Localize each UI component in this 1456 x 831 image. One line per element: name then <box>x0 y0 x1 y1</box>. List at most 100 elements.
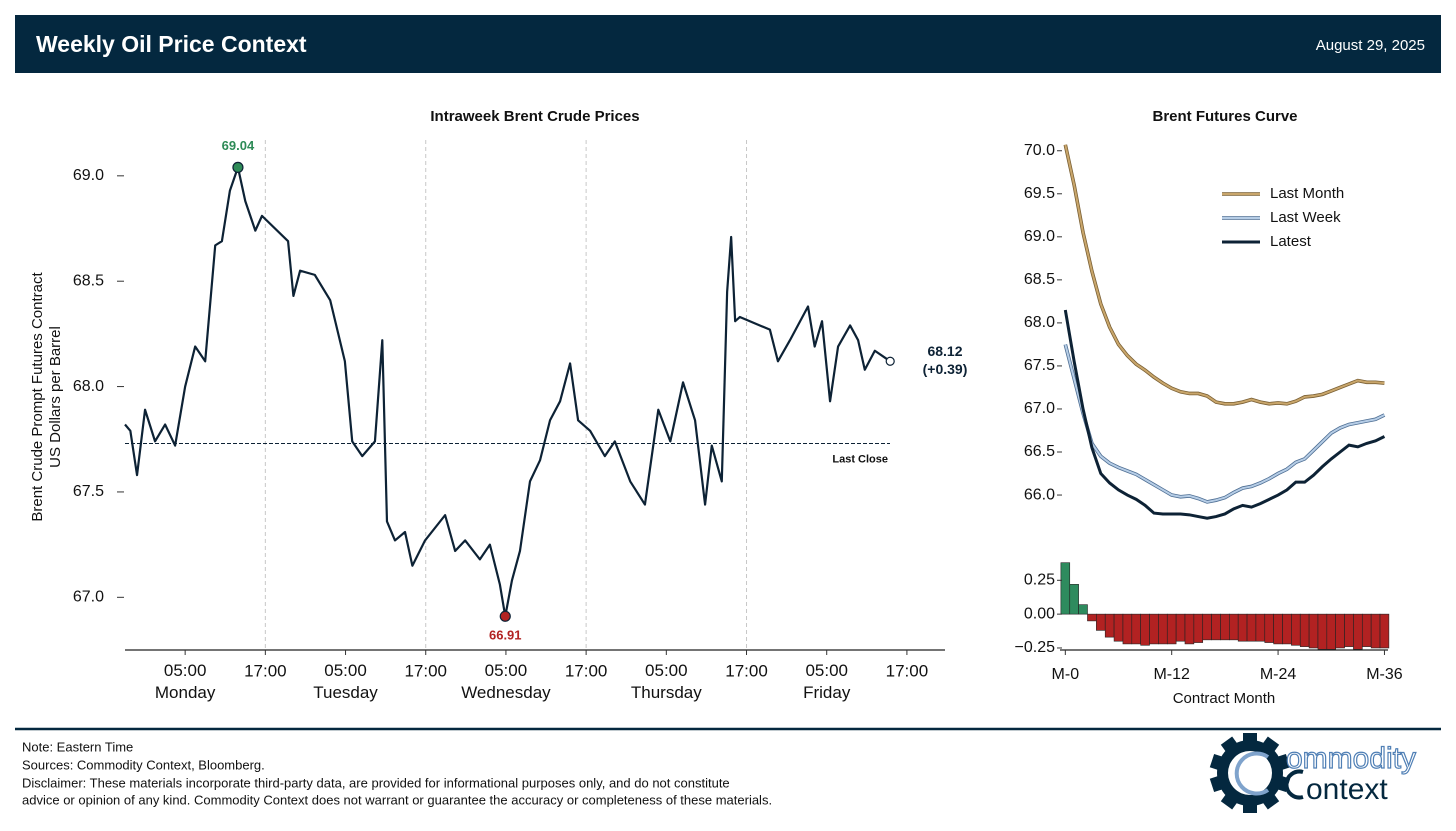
bar <box>1069 584 1079 615</box>
bar <box>1335 613 1345 649</box>
bar <box>1255 613 1266 642</box>
logo-text: ontext <box>1306 773 1388 806</box>
page-title: Weekly Oil Price Context <box>36 31 307 57</box>
annotation-point <box>499 610 511 622</box>
y-tick-label: 66.0 <box>1024 486 1055 503</box>
annotation-label: 66.91 <box>489 628 522 643</box>
bar <box>1122 613 1133 645</box>
y-tick-label: −0.25 <box>1015 639 1056 656</box>
y-tick-label: 67.0 <box>1024 400 1055 417</box>
x-tick-label: 05:00 Monday <box>155 661 216 702</box>
x-tick-label: 17:00 <box>886 661 929 680</box>
y-tick-label: 67.5 <box>73 483 104 500</box>
bar <box>1078 604 1088 615</box>
legend-label: Latest <box>1270 233 1312 250</box>
reference-label: Last Close <box>832 453 888 465</box>
curve-edge <box>1063 343 1386 504</box>
legend-label: Last Week <box>1270 209 1341 226</box>
bar <box>1353 613 1363 650</box>
chart-title: Intraweek Brent Crude Prices <box>430 108 639 125</box>
bar <box>1317 613 1328 650</box>
page-date: August 29, 2025 <box>1316 37 1425 54</box>
annotation-label: 69.04 <box>222 138 255 153</box>
price-line <box>124 166 891 618</box>
bar <box>1140 613 1150 646</box>
curve-line <box>1064 144 1385 405</box>
bar <box>1273 613 1283 645</box>
x-tick-label: 05:00 Friday <box>803 661 851 702</box>
y-tick-label: 69.5 <box>1024 185 1055 202</box>
curve-edge <box>1063 144 1385 406</box>
x-tick-label: 17:00 <box>404 661 447 680</box>
x-tick-label: 17:00 <box>565 661 608 680</box>
logo-gear <box>1209 733 1291 813</box>
footer-note: Note: Eastern Time <box>22 739 133 754</box>
annotation-point <box>232 161 244 173</box>
logo-c <box>1244 759 1267 789</box>
annotation-label: (+0.39) <box>923 361 968 377</box>
y-tick-label: 0.00 <box>1024 605 1055 622</box>
chart-title: Brent Futures Curve <box>1152 108 1297 125</box>
y-tick-label: 68.0 <box>73 378 104 395</box>
bar <box>1202 613 1212 641</box>
bar <box>1308 613 1319 649</box>
logo-text: ommodity <box>1286 742 1416 775</box>
curve-line <box>1064 344 1385 503</box>
bar <box>1326 613 1336 650</box>
bar <box>1158 613 1168 645</box>
bar <box>1344 613 1354 647</box>
bar <box>1361 613 1372 647</box>
bar <box>1193 613 1204 643</box>
bar <box>1237 613 1248 642</box>
bar <box>1246 613 1257 642</box>
x-tick-label: M-0 <box>1052 666 1080 683</box>
bar <box>1220 613 1230 641</box>
bar <box>1149 613 1159 645</box>
bar <box>1096 613 1106 631</box>
x-tick-label: M-12 <box>1153 666 1190 683</box>
logo-c <box>1284 769 1304 800</box>
bar <box>1104 613 1115 638</box>
bar <box>1131 613 1141 645</box>
x-tick-label: M-36 <box>1366 666 1403 683</box>
bar <box>1211 613 1221 641</box>
legend-label: Last Month <box>1270 185 1344 202</box>
bar <box>1370 613 1381 649</box>
bar <box>1229 613 1239 641</box>
y-tick-label: 68.5 <box>73 272 104 289</box>
bar <box>1184 613 1195 645</box>
annotation-point <box>885 356 895 366</box>
bar <box>1087 613 1097 622</box>
y-tick-label: 66.5 <box>1024 443 1055 460</box>
x-tick-label: 05:00 Tuesday <box>313 661 378 702</box>
footer-sources: Sources: Commodity Context, Bloomberg. <box>22 757 265 772</box>
bar <box>1264 613 1274 643</box>
y-tick-label: 69.0 <box>1024 228 1055 245</box>
y-axis-label: US Dollars per Barrel <box>47 326 64 468</box>
x-tick-label: 05:00 Thursday <box>631 661 702 702</box>
bar <box>1060 562 1071 615</box>
y-tick-label: 70.0 <box>1024 142 1055 159</box>
x-tick-label: 17:00 <box>725 661 768 680</box>
y-axis-label: Brent Crude Prompt Futures Contract <box>29 272 46 522</box>
y-tick-label: 68.0 <box>1024 314 1055 331</box>
bar <box>1291 613 1301 646</box>
x-tick-label: M-24 <box>1260 666 1297 683</box>
bar <box>1379 613 1390 649</box>
y-tick-label: 0.25 <box>1024 572 1055 589</box>
logo: ommodity ontext <box>1209 733 1417 813</box>
logo-c <box>1234 751 1270 796</box>
y-tick-label: 67.5 <box>1024 357 1055 374</box>
bar <box>1175 613 1186 642</box>
annotation-label: 68.12 <box>927 343 962 359</box>
footer-disclaimer: advice or opinion of any kind. Commodity… <box>22 792 772 807</box>
header-bar <box>15 15 1441 73</box>
x-axis-label: Contract Month <box>1173 690 1276 707</box>
y-tick-label: 68.5 <box>1024 271 1055 288</box>
x-tick-label: 05:00 Wednesday <box>461 661 551 702</box>
bar <box>1299 613 1310 647</box>
x-tick-label: 17:00 <box>244 661 287 680</box>
y-tick-label: 69.0 <box>73 167 104 184</box>
y-tick-label: 67.0 <box>73 589 104 606</box>
